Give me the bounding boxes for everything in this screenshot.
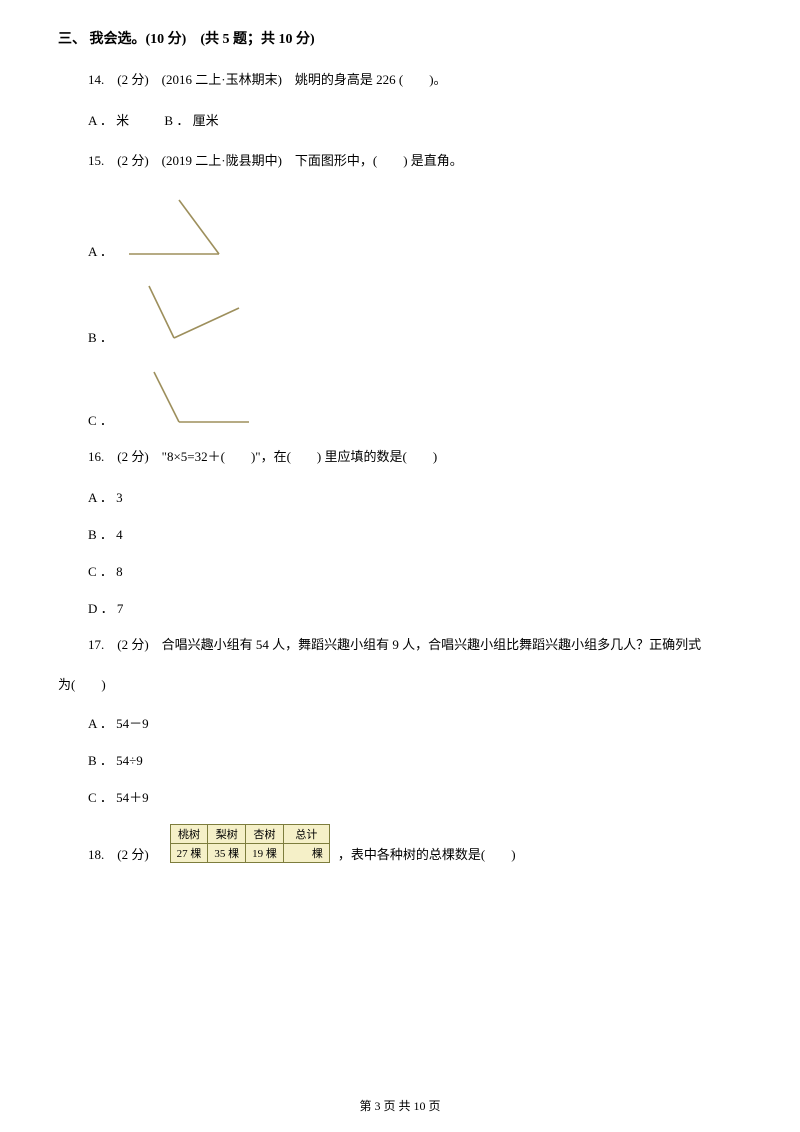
q15-optA: A ． <box>58 190 742 260</box>
q18-suffix: ，表中各种树的总棵数是( ) <box>338 844 516 863</box>
td-apricot: 19 棵 <box>246 844 284 863</box>
td-pear: 35 棵 <box>208 844 246 863</box>
q18-row: 18. (2 分) 桃树 梨树 杏树 总计 27 棵 35 棵 19 棵 棵 ，… <box>58 824 742 863</box>
q17-text: 17. (2 分) 合唱兴趣小组有 54 人，舞蹈兴趣小组有 9 人，合唱兴趣小… <box>58 635 742 655</box>
q17-optC: C ． 54＋9 <box>58 787 742 806</box>
q16-text: 16. (2 分) "8×5=32＋( )"，在( ) 里应填的数是( ) <box>58 447 742 467</box>
q14-optA: A ． 米 <box>88 113 129 128</box>
q15-text: 15. (2 分) (2019 二上·陇县期中) 下面图形中，( ) 是直角。 <box>58 151 742 171</box>
table-header-row: 桃树 梨树 杏树 总计 <box>170 825 329 844</box>
q15-labelB: B ． <box>88 327 113 346</box>
th-apricot: 杏树 <box>246 825 284 844</box>
q15-labelC: C ． <box>88 410 113 429</box>
q16-optC: C ． 8 <box>58 561 742 580</box>
q16-optD: D ． 7 <box>58 598 742 617</box>
angle-c-icon <box>119 364 259 429</box>
section-title: 三、 我会选。(10 分) (共 5 题；共 10 分) <box>58 28 742 48</box>
q15-optC: C ． <box>58 364 742 429</box>
q17-optB: B ． 54÷9 <box>58 750 742 769</box>
q15-labelA: A ． <box>88 241 113 260</box>
q14-options: A ． 米 B ． 厘米 <box>58 110 742 129</box>
page-footer: 第 3 页 共 10 页 <box>0 1097 800 1114</box>
q15-optB: B ． <box>58 278 742 346</box>
angle-b-icon <box>119 278 249 346</box>
th-peach: 桃树 <box>170 825 208 844</box>
tree-table: 桃树 梨树 杏树 总计 27 棵 35 棵 19 棵 棵 <box>170 824 330 863</box>
q14-text: 14. (2 分) (2016 二上·玉林期末) 姚明的身高是 226 ( )。 <box>58 70 742 90</box>
q16-optA: A ． 3 <box>58 487 742 506</box>
td-peach: 27 棵 <box>170 844 208 863</box>
th-pear: 梨树 <box>208 825 246 844</box>
th-total: 总计 <box>283 825 329 844</box>
q14-optB: B ． 厘米 <box>164 113 218 128</box>
q18-prefix: 18. (2 分) <box>88 844 162 863</box>
td-total: 棵 <box>283 844 329 863</box>
table-data-row: 27 棵 35 棵 19 棵 棵 <box>170 844 329 863</box>
q17-optA: A ． 54－9 <box>58 713 742 732</box>
angle-a-icon <box>119 190 249 260</box>
q16-optB: B ． 4 <box>58 524 742 543</box>
q17-text2: 为( ) <box>58 674 742 693</box>
